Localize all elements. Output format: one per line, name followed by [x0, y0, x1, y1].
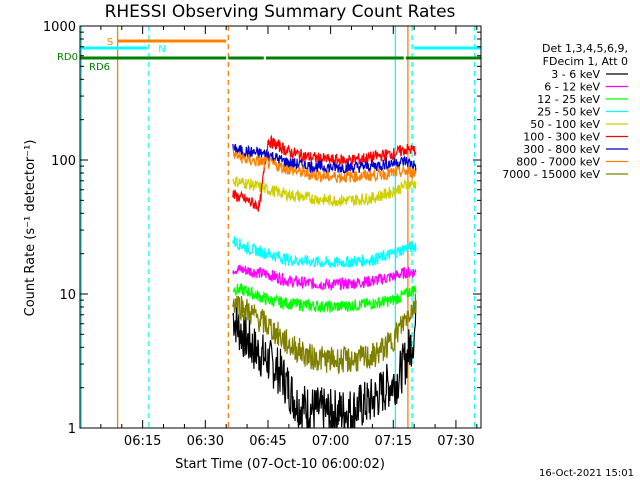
y-tick-label: 100	[51, 154, 76, 169]
chart-title: RHESSI Observing Summary Count Rates	[105, 2, 456, 22]
x-tick-label: 07:15	[375, 434, 412, 449]
flag-label-rd6: RD6	[89, 62, 110, 73]
series-line-2	[232, 264, 417, 292]
series-line-3	[232, 282, 417, 314]
flag-label-rd0: RD0	[57, 52, 78, 63]
y-tick-label: 10	[59, 288, 76, 303]
legend-entry-label: 7000 - 15000 keV	[502, 168, 600, 181]
legend-entry-label: 25 - 50 keV	[537, 106, 600, 119]
footer-timestamp: 16-Oct-2021 15:01	[539, 468, 634, 479]
legend-entry-label: 100 - 300 keV	[523, 131, 600, 144]
legend-entry-label: 3 - 6 keV	[551, 68, 600, 81]
flag-label-n: N	[158, 44, 165, 55]
series-line-9	[232, 293, 417, 374]
legend: Det 1,3,4,5,6,9,FDecim 1, Att 03 - 6 keV…	[502, 42, 628, 181]
series-line-7	[232, 143, 417, 174]
y-axis-label: Count Rate (s⁻¹ detector⁻¹)	[23, 140, 38, 317]
legend-header-line: Det 1,3,4,5,6,9,	[542, 42, 628, 55]
series-line-1	[232, 300, 417, 428]
y-tick-label: 1000	[43, 20, 76, 35]
series-line-4	[232, 236, 417, 268]
series-line-6	[232, 134, 417, 212]
legend-header-line: FDecim 1, Att 0	[543, 55, 628, 68]
series-line-5	[232, 176, 417, 208]
plot-frame	[79, 25, 482, 429]
x-tick-label: 07:00	[312, 434, 349, 449]
x-tick-label: 06:30	[187, 434, 224, 449]
y-tick-label: 1	[68, 422, 76, 437]
legend-entry-label: 300 - 800 keV	[523, 143, 600, 156]
x-tick-label: 06:45	[249, 434, 286, 449]
x-tick-label: 07:30	[437, 434, 474, 449]
series-line-8	[232, 147, 417, 185]
flag-label-s: S	[107, 37, 113, 48]
legend-entry-label: 12 - 25 keV	[537, 93, 600, 106]
legend-entry-label: 800 - 7000 keV	[516, 156, 600, 169]
x-tick-label: 06:15	[124, 434, 161, 449]
legend-entry-label: 50 - 100 keV	[530, 118, 600, 131]
x-axis-label: Start Time (07-Oct-10 06:00:02)	[175, 457, 385, 472]
legend-entry-label: 6 - 12 keV	[544, 81, 600, 94]
